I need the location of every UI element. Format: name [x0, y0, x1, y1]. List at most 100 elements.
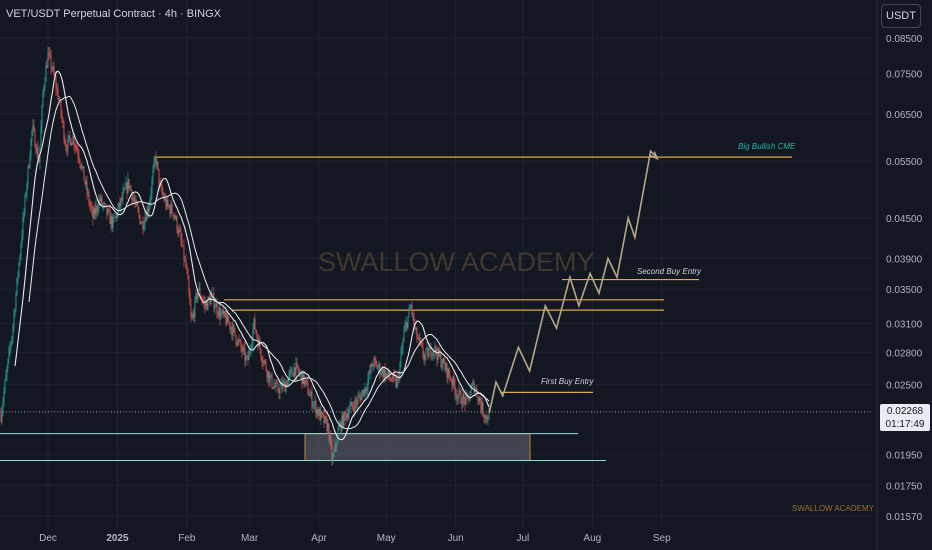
- candle-body: [140, 223, 142, 224]
- candle-body: [484, 416, 486, 419]
- candle-body: [204, 301, 206, 307]
- candle-body: [265, 361, 267, 371]
- candle-body: [373, 358, 375, 367]
- candle-body: [286, 383, 288, 387]
- candle-body: [342, 415, 344, 427]
- candle-body: [477, 396, 479, 402]
- candle-body: [113, 217, 115, 219]
- candle-body: [289, 371, 291, 375]
- candle-body: [75, 146, 77, 148]
- candle-body: [363, 389, 365, 396]
- level-lines: [0, 156, 872, 413]
- candle-body: [62, 119, 64, 123]
- candle-body: [152, 170, 154, 180]
- candle-body: [143, 225, 145, 230]
- candle-body: [48, 52, 50, 54]
- candle-body: [70, 138, 72, 146]
- candle-body: [392, 373, 394, 381]
- projection-path: [488, 149, 659, 414]
- candle-body: [416, 327, 418, 339]
- candle-body: [362, 389, 364, 394]
- candle-body: [184, 259, 186, 261]
- candle-body: [260, 349, 262, 358]
- y-tick-label: 0.01570: [886, 512, 923, 523]
- candle-body: [388, 370, 390, 378]
- y-tick-label: 0.07500: [886, 69, 923, 80]
- candle-body: [427, 348, 429, 358]
- candle-body: [34, 129, 36, 148]
- candle-body: [202, 300, 204, 302]
- candle-body: [417, 338, 419, 340]
- candle-body: [78, 155, 80, 160]
- candle-body: [226, 314, 228, 325]
- candle-body: [158, 168, 160, 186]
- candle-body: [365, 387, 367, 392]
- candle-body: [295, 363, 297, 376]
- candle-body: [307, 382, 309, 395]
- candle-body: [339, 422, 341, 426]
- candle-body: [124, 188, 126, 190]
- candle-body: [290, 369, 292, 372]
- candle-body: [379, 364, 381, 375]
- candle-body: [67, 137, 69, 151]
- candle-body: [222, 310, 224, 315]
- grid: [0, 0, 872, 528]
- candle-body: [345, 414, 347, 420]
- support-zone-box: [304, 433, 531, 462]
- candle-body: [8, 350, 10, 359]
- candle-body: [306, 380, 308, 383]
- candle-body: [377, 367, 379, 369]
- candle-body: [412, 313, 414, 315]
- candle-body: [375, 360, 377, 364]
- candle-body: [386, 373, 388, 375]
- y-tick-label: 0.03100: [886, 319, 923, 330]
- candle-body: [228, 322, 230, 323]
- candle-body: [442, 358, 444, 366]
- candle-body: [352, 406, 354, 408]
- candle-body: [475, 388, 477, 390]
- candle-body: [249, 350, 251, 351]
- candle-body: [24, 195, 26, 212]
- candle-body: [401, 348, 403, 353]
- candle-body: [209, 298, 211, 305]
- candle-body: [349, 405, 351, 412]
- candle-body: [390, 378, 392, 381]
- candle-body: [223, 311, 225, 315]
- candle-body: [328, 423, 330, 441]
- candle-body: [99, 199, 101, 202]
- support-zone: [0, 433, 606, 462]
- y-tick-label: 0.04500: [886, 214, 923, 225]
- candle-body: [87, 192, 89, 193]
- candle-body: [56, 88, 58, 90]
- candle-body: [122, 191, 124, 200]
- y-tick-label: 0.02500: [886, 380, 923, 391]
- candle-body: [104, 203, 106, 205]
- candle-body: [301, 372, 303, 384]
- candle-body: [322, 413, 324, 415]
- candle-body: [40, 126, 42, 146]
- candle-body: [181, 240, 183, 246]
- candle-body: [141, 222, 143, 224]
- candle-body: [129, 186, 131, 188]
- candle-body: [111, 216, 113, 228]
- candles: [0, 46, 490, 466]
- candle-body: [156, 161, 158, 165]
- candle-body: [133, 197, 135, 201]
- candle-body: [426, 348, 428, 350]
- candle-body: [131, 190, 133, 201]
- candle-body: [170, 204, 172, 215]
- candle-body: [114, 217, 116, 219]
- candle-body: [55, 78, 57, 89]
- candle-body: [110, 216, 112, 225]
- candle-body: [315, 401, 317, 415]
- candle-body: [348, 411, 350, 418]
- candle-body: [103, 203, 105, 205]
- candle-body: [120, 198, 122, 207]
- candle-body: [72, 136, 74, 144]
- candle-body: [175, 216, 177, 219]
- candle-body: [35, 147, 37, 153]
- candle-body: [298, 370, 300, 374]
- currency-button[interactable]: USDT: [881, 4, 921, 28]
- candle-body: [241, 347, 243, 352]
